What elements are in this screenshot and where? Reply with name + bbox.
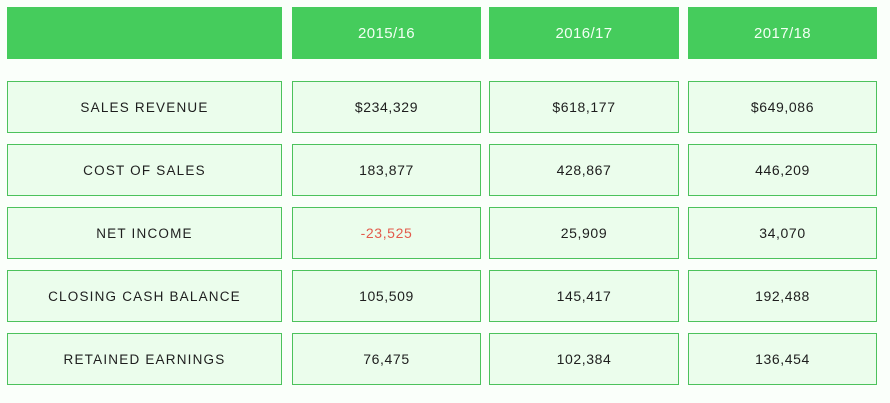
table-cell: 102,384 [489,333,679,385]
row-label-sales-revenue: SALES REVENUE [7,81,282,133]
header-year-2015-16: 2015/16 [292,7,481,59]
row-label-retained-earnings: RETAINED EARNINGS [7,333,282,385]
table-cell: 192,488 [688,270,877,322]
table-cell: 183,877 [292,144,481,196]
table-cell: $234,329 [292,81,481,133]
table-cell: $618,177 [489,81,679,133]
row-label-cost-of-sales: COST OF SALES [7,144,282,196]
header-year-2017-18: 2017/18 [688,7,877,59]
table-cell-negative: -23,525 [292,207,481,259]
header-corner-cell [7,7,282,59]
table-cell: 76,475 [292,333,481,385]
table-cell: 428,867 [489,144,679,196]
header-year-2016-17: 2016/17 [489,7,679,59]
table-cell: 25,909 [489,207,679,259]
table-cell: 145,417 [489,270,679,322]
row-label-closing-cash-balance: CLOSING CASH BALANCE [7,270,282,322]
table-cell: 446,209 [688,144,877,196]
row-label-net-income: NET INCOME [7,207,282,259]
table-cell: 136,454 [688,333,877,385]
table-cell: 34,070 [688,207,877,259]
table-cell: 105,509 [292,270,481,322]
table-cell: $649,086 [688,81,877,133]
